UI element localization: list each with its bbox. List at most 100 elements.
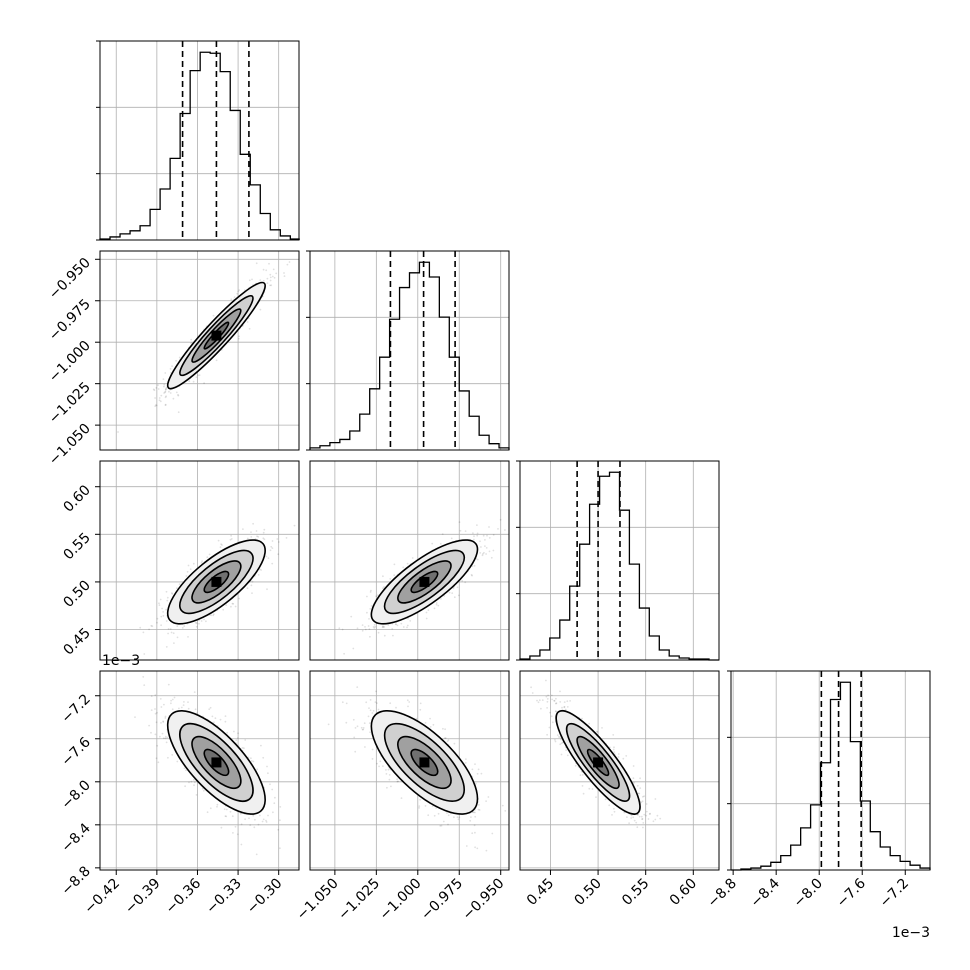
sample-point — [160, 722, 162, 724]
sample-point — [252, 814, 255, 817]
sample-point — [375, 595, 378, 598]
sample-point — [235, 739, 238, 742]
sample-point — [365, 701, 368, 704]
sample-point — [377, 631, 380, 634]
marginal-axes-frame — [309, 250, 510, 451]
sample-point — [167, 756, 169, 759]
sample-point — [476, 524, 478, 526]
sample-point — [482, 534, 485, 537]
sample-point — [383, 634, 386, 637]
sample-point — [176, 587, 178, 590]
marginal-panel-1 — [306, 250, 510, 451]
sample-point — [155, 404, 157, 406]
sample-point — [461, 580, 464, 582]
sample-point — [162, 614, 165, 617]
sample-point — [557, 736, 560, 738]
sample-point — [215, 359, 218, 362]
sample-point — [156, 621, 158, 624]
sample-point — [267, 772, 269, 775]
sample-point — [369, 731, 371, 734]
sample-point — [164, 403, 167, 406]
sample-point — [276, 538, 279, 540]
sample-point — [361, 629, 364, 632]
sample-point — [474, 831, 476, 834]
sample-point — [189, 568, 192, 571]
sample-point — [471, 832, 474, 835]
sample-point — [385, 773, 388, 775]
sample-point — [406, 624, 409, 627]
sample-point — [165, 646, 168, 648]
pair-axes-frame — [309, 670, 510, 871]
sample-point — [267, 557, 270, 559]
sample-point — [285, 537, 288, 539]
sample-point — [362, 728, 365, 731]
pair-axes-background — [310, 461, 509, 660]
sample-point — [255, 262, 258, 265]
sample-point — [266, 277, 269, 280]
sample-point — [433, 607, 436, 610]
sample-point — [198, 622, 200, 625]
sample-point — [156, 617, 159, 620]
sample-point — [257, 823, 260, 826]
sample-point — [209, 706, 212, 709]
sample-point — [327, 723, 330, 726]
sample-point — [172, 632, 175, 635]
sample-point — [443, 595, 446, 597]
density-peak — [419, 757, 430, 768]
sample-point — [192, 380, 195, 383]
marginal-panel-2 — [516, 460, 720, 661]
sample-point — [397, 780, 399, 783]
sample-point — [480, 772, 483, 775]
sample-point — [418, 807, 420, 809]
sample-point — [238, 335, 240, 338]
sample-point — [229, 538, 232, 541]
sample-point — [257, 574, 260, 576]
sample-point — [368, 722, 371, 724]
sample-point — [171, 754, 174, 756]
sample-point — [190, 780, 193, 783]
sample-point — [475, 782, 477, 785]
sample-point — [155, 757, 158, 760]
sample-point — [158, 399, 161, 402]
sample-point — [201, 787, 204, 790]
sample-point — [170, 699, 173, 702]
sample-point — [418, 805, 421, 807]
sample-point — [171, 593, 174, 595]
sample-point — [230, 298, 233, 301]
sample-point — [170, 702, 172, 705]
sample-point — [367, 625, 370, 627]
sample-point — [143, 684, 146, 686]
sample-point — [165, 608, 168, 611]
sample-point — [479, 552, 482, 554]
sample-point — [195, 794, 198, 796]
sample-point — [256, 768, 259, 771]
density-peak — [211, 757, 222, 768]
sample-point — [372, 709, 375, 712]
sample-point — [266, 588, 268, 591]
marginal-axes-background — [100, 41, 299, 240]
sample-point — [186, 570, 189, 573]
sample-point — [471, 574, 473, 577]
sample-point — [490, 556, 493, 559]
sample-point — [159, 400, 162, 403]
sample-point — [465, 845, 468, 847]
sample-point — [150, 731, 152, 734]
pair-plot-area — [338, 518, 506, 655]
sample-point — [641, 818, 644, 820]
sample-point — [160, 706, 163, 708]
sample-point — [244, 739, 247, 741]
sample-point — [378, 765, 380, 768]
sample-point — [471, 768, 474, 771]
sample-point — [216, 803, 219, 806]
sample-point — [194, 621, 197, 624]
sample-point — [636, 826, 639, 829]
sample-point — [555, 702, 558, 705]
histogram-outline — [731, 681, 931, 871]
sample-point — [613, 751, 616, 753]
sample-point — [483, 551, 485, 554]
pair-plot-area — [117, 261, 291, 433]
pair-plot-area — [139, 522, 296, 655]
sample-point — [491, 832, 494, 835]
sample-point — [229, 810, 232, 813]
